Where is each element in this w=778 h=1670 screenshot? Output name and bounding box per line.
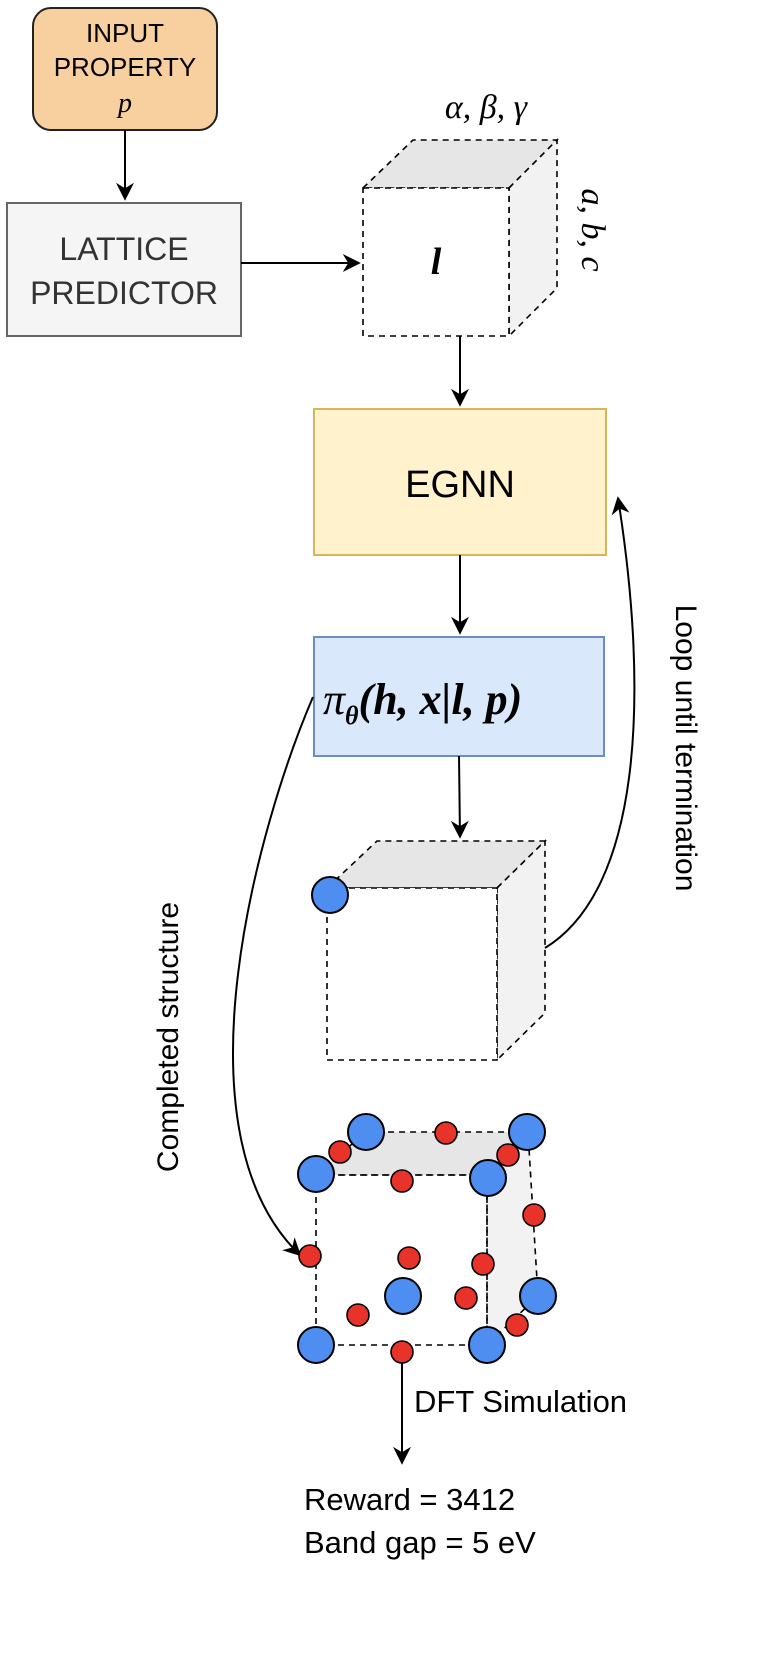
small-atom [397,1246,421,1270]
lattice-cell-cube: l [361,138,559,338]
policy-args: (h, x|l, p) [359,675,523,724]
lattice-predictor-line2: PREDICTOR [30,275,218,311]
partial-structure-cube [311,839,547,1062]
small-atom [346,1303,370,1327]
input-property-line1: INPUT [86,18,164,48]
large-atom [519,1277,557,1315]
input-property-line2: PROPERTY [54,52,197,82]
small-atom [496,1143,520,1167]
lattice-predictor-box: LATTICE PREDICTOR [6,202,242,337]
input-property-symbol: p [116,88,132,119]
completed-structure-label: Completed structure [152,902,185,1172]
lattice-predictor-line1: LATTICE [59,231,188,267]
lattice-symbol: l [431,241,442,283]
large-atom [508,1113,546,1151]
policy-theta: θ [345,701,359,730]
small-atom [390,1169,414,1193]
large-atom [384,1277,422,1315]
bandgap-text: Band gap = 5 eV [304,1525,536,1560]
lattice-angles-label: α, β, γ [445,89,529,126]
small-atom [454,1286,478,1310]
small-atom [390,1340,414,1364]
large-atom [469,1159,507,1197]
completed-structure-cube [297,1113,557,1364]
reward-text: Reward = 3412 [304,1482,515,1517]
completed-structure-arrow [232,696,314,1257]
small-atom [328,1140,352,1164]
lattice-lengths-label: a, b, c [574,188,611,271]
placed-atom [311,876,349,914]
large-atom [297,1326,335,1364]
egnn-box: EGNN [313,408,607,556]
small-atom [505,1313,529,1337]
small-atom [471,1252,495,1276]
arrow-policy-to-partial [450,755,469,839]
dft-label: DFT Simulation [414,1384,627,1419]
input-property-box: INPUT PROPERTY p [32,7,218,131]
policy-pi: π [323,675,347,724]
small-atom [434,1121,458,1145]
large-atom [297,1155,335,1193]
small-atom [298,1244,322,1268]
small-atom [522,1203,546,1227]
large-atom [347,1113,385,1151]
loop-label: Loop until termination [669,605,702,892]
large-atom [468,1326,506,1364]
policy-box: πθ(h, x|l, p) [313,636,605,757]
loop-arrow [544,496,636,949]
policy-formula: πθ(h, x|l, p) [323,675,522,730]
egnn-label: EGNN [405,464,515,506]
